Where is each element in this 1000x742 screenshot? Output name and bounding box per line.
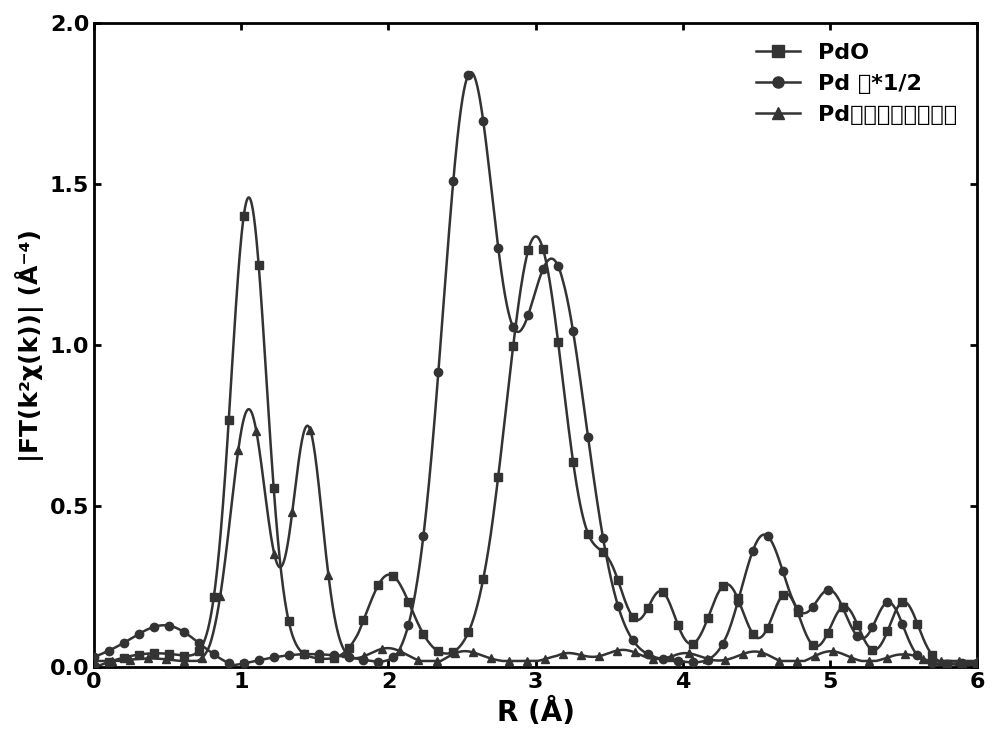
X-axis label: R (Å): R (Å) bbox=[497, 697, 575, 727]
Y-axis label: |FT(k²χ(k))| (Å⁻⁴): |FT(k²χ(k))| (Å⁻⁴) bbox=[15, 229, 44, 462]
Legend: PdO, Pd 片*1/2, Pd单原子整体催化剂: PdO, Pd 片*1/2, Pd单原子整体催化剂 bbox=[747, 34, 966, 134]
